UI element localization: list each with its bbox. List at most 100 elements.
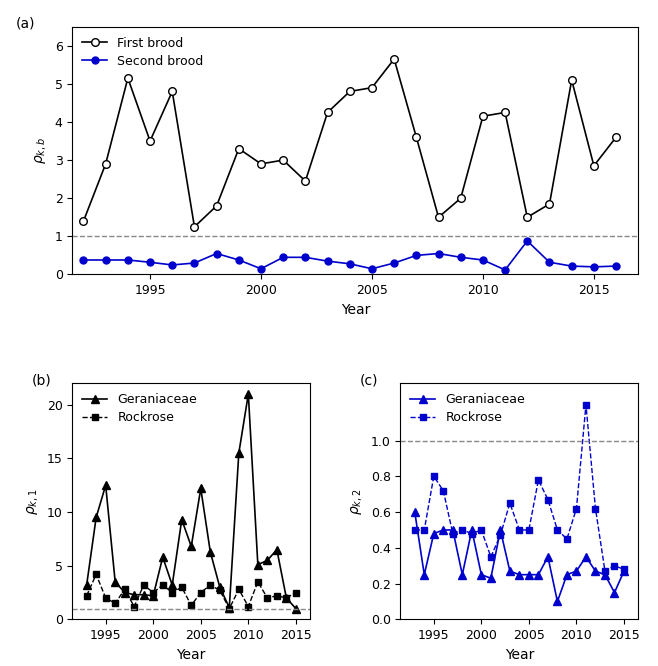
Geraniaceae: [263, 556, 271, 564]
Geraniaceae: [440, 526, 447, 534]
Second brood: [590, 263, 598, 271]
Rockrose: [139, 581, 147, 589]
Line: First brood: First brood: [80, 55, 620, 230]
Rockrose: [263, 594, 271, 602]
Rockrose: [225, 605, 233, 613]
First brood: [434, 213, 442, 221]
First brood: [80, 217, 88, 225]
Rockrose: [563, 535, 571, 543]
First brood: [102, 160, 110, 168]
First brood: [146, 137, 154, 145]
First brood: [612, 133, 620, 141]
Second brood: [102, 256, 110, 264]
Geraniaceae: [92, 513, 100, 521]
Geraniaceae: [601, 571, 609, 579]
Geraniaceae: [225, 603, 233, 611]
Second brood: [146, 258, 154, 266]
Rockrose: [83, 592, 91, 600]
First brood: [324, 109, 332, 117]
Geraniaceae: [611, 589, 619, 597]
Rockrose: [188, 601, 195, 609]
Text: (a): (a): [16, 17, 36, 31]
Second brood: [235, 256, 243, 264]
Geraniaceae: [102, 482, 110, 490]
First brood: [301, 177, 309, 185]
First brood: [279, 156, 287, 164]
Legend: Geraniaceae, Rockrose: Geraniaceae, Rockrose: [407, 390, 529, 428]
Geraniaceae: [449, 526, 457, 534]
First brood: [523, 213, 531, 221]
Rockrose: [478, 526, 486, 534]
Rockrose: [411, 526, 418, 534]
First brood: [257, 160, 265, 168]
Geraniaceae: [515, 571, 523, 579]
First brood: [368, 84, 376, 92]
Rockrose: [515, 526, 523, 534]
Rockrose: [273, 592, 281, 600]
Geraniaceae: [244, 390, 252, 398]
Rockrose: [130, 603, 138, 611]
Legend: First brood, Second brood: First brood, Second brood: [78, 33, 207, 71]
Y-axis label: $\rho_{k,1}$: $\rho_{k,1}$: [26, 488, 41, 515]
Rockrose: [620, 565, 628, 573]
Second brood: [390, 259, 398, 267]
First brood: [346, 87, 354, 95]
Rockrose: [254, 578, 262, 586]
Rockrose: [592, 505, 599, 513]
Rockrose: [506, 499, 514, 507]
Rockrose: [207, 581, 215, 589]
Rockrose: [235, 585, 243, 593]
Rockrose: [216, 587, 224, 595]
Second brood: [612, 262, 620, 270]
Geraniaceae: [178, 515, 186, 523]
First brood: [501, 109, 509, 117]
Y-axis label: $\rho_{k,2}$: $\rho_{k,2}$: [350, 488, 365, 515]
Rockrose: [544, 496, 552, 503]
Text: (c): (c): [360, 374, 378, 388]
Geraniaceae: [111, 578, 119, 586]
Line: Rockrose: Rockrose: [411, 402, 628, 575]
Geraniaceae: [149, 592, 157, 600]
Second brood: [346, 260, 354, 268]
Rockrose: [468, 529, 476, 537]
Geraniaceae: [496, 526, 504, 534]
Rockrose: [582, 401, 590, 409]
Second brood: [279, 253, 287, 261]
Second brood: [213, 250, 220, 258]
Geraniaceae: [582, 553, 590, 561]
First brood: [213, 202, 220, 210]
Geraniaceae: [411, 508, 418, 516]
Second brood: [413, 252, 420, 260]
Geraniaceae: [216, 583, 224, 591]
Second brood: [457, 253, 465, 261]
Second brood: [301, 253, 309, 261]
Geraniaceae: [282, 594, 290, 602]
Geraniaceae: [420, 571, 428, 579]
Geraniaceae: [188, 542, 195, 550]
Rockrose: [120, 585, 128, 593]
Legend: Geraniaceae, Rockrose: Geraniaceae, Rockrose: [78, 390, 201, 428]
Second brood: [368, 265, 376, 273]
X-axis label: Year: Year: [176, 647, 206, 661]
Geraniaceae: [120, 589, 128, 597]
First brood: [457, 194, 465, 202]
First brood: [235, 145, 243, 153]
Geraniaceae: [544, 553, 552, 561]
Geraniaceae: [553, 597, 561, 605]
Second brood: [257, 265, 265, 273]
Rockrose: [102, 594, 110, 602]
Geraniaceae: [130, 591, 138, 599]
Rockrose: [496, 531, 504, 539]
Geraniaceae: [468, 526, 476, 534]
First brood: [168, 87, 176, 95]
Second brood: [523, 237, 531, 245]
Geraniaceae: [459, 571, 467, 579]
Line: Geraniaceae: Geraniaceae: [83, 390, 299, 613]
Text: (b): (b): [32, 374, 52, 388]
First brood: [390, 55, 398, 63]
Rockrose: [292, 589, 300, 597]
Rockrose: [159, 581, 166, 589]
Rockrose: [459, 526, 467, 534]
Geraniaceae: [534, 571, 542, 579]
First brood: [190, 223, 198, 231]
